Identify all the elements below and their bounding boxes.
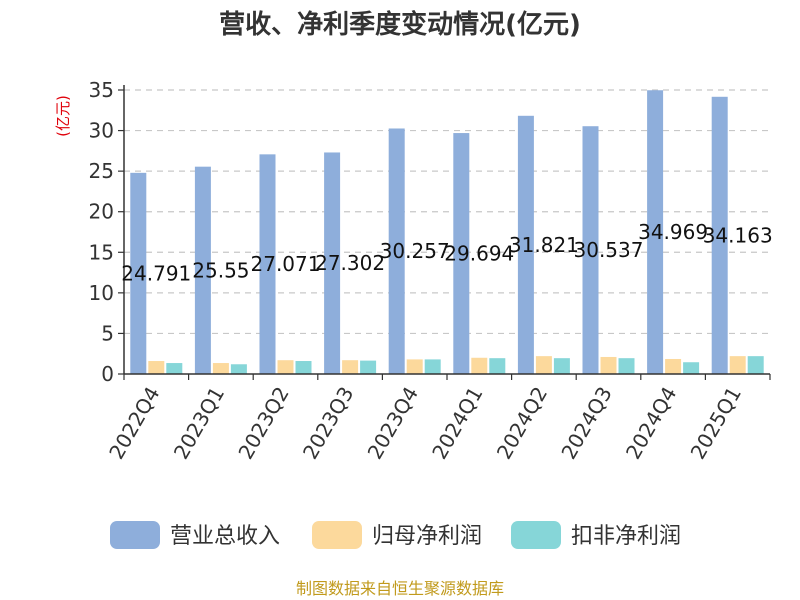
y-tick-label: 35 xyxy=(89,78,114,102)
bar xyxy=(360,360,377,374)
bar xyxy=(324,152,341,374)
legend-item[interactable]: 扣非净利润 xyxy=(511,521,681,549)
bar xyxy=(424,359,441,374)
y-tick-label: 25 xyxy=(89,159,114,183)
y-axis-ticks: 0 5 10 15 20 25 30 35 xyxy=(89,78,125,386)
data-label: 24.791 xyxy=(121,261,191,285)
x-tick-label: 2023Q4 xyxy=(363,383,423,464)
bar xyxy=(277,360,294,374)
legend-swatch xyxy=(511,521,561,549)
data-label: 31.821 xyxy=(509,233,579,257)
bar xyxy=(194,166,211,374)
source-note: 制图数据来自恒生聚源数据库 xyxy=(296,579,504,598)
y-tick-label: 10 xyxy=(89,281,114,305)
x-tick-label: 2025Q1 xyxy=(686,383,746,464)
bar xyxy=(582,126,599,375)
y-axis-unit-label: (亿元) xyxy=(54,95,72,137)
bar xyxy=(130,172,147,374)
bar xyxy=(517,115,534,374)
bar xyxy=(618,358,635,374)
x-tick-label: 2023Q3 xyxy=(298,383,358,464)
bar xyxy=(647,90,664,375)
legend-label: 扣非净利润 xyxy=(571,524,681,549)
x-tick-label: 2022Q4 xyxy=(104,383,164,464)
bar xyxy=(471,357,488,374)
bar xyxy=(388,128,405,374)
legend-label: 营业总收入 xyxy=(170,524,280,549)
y-tick-label: 0 xyxy=(101,362,114,386)
x-axis-ticks: 2022Q4 2023Q1 2023Q2 2023Q3 2023Q4 2024Q1 2024… xyxy=(104,383,746,464)
bar xyxy=(406,359,423,374)
bar xyxy=(148,361,165,374)
bar xyxy=(259,154,276,374)
x-tick-label: 2024Q3 xyxy=(556,383,616,464)
data-labels: 24.791 25.55 27.07127.30230.25729.69431.82… xyxy=(121,220,772,285)
bar xyxy=(535,356,552,374)
legend-swatch xyxy=(312,521,362,549)
legend[interactable]: 营业总收入 归母净利润 扣非净利润 xyxy=(110,521,681,549)
bar xyxy=(295,361,312,374)
bar xyxy=(212,363,229,374)
x-tick-label: 2024Q4 xyxy=(621,383,681,464)
y-tick-label: 20 xyxy=(89,200,114,224)
data-label: 34.163 xyxy=(703,223,773,247)
data-label: 30.537 xyxy=(574,238,644,262)
bar xyxy=(683,362,700,374)
y-tick-label: 30 xyxy=(89,119,114,143)
x-axis xyxy=(123,373,771,380)
data-label: 27.302 xyxy=(315,251,385,275)
y-tick-label: 5 xyxy=(101,321,114,345)
bars xyxy=(130,90,764,375)
legend-label: 归母净利润 xyxy=(372,524,482,549)
bar xyxy=(711,96,728,374)
bar xyxy=(665,358,682,374)
bar xyxy=(553,358,570,374)
bar xyxy=(489,358,506,374)
data-label: 27.071 xyxy=(251,252,321,276)
x-tick-label: 2024Q2 xyxy=(492,383,552,464)
bar xyxy=(230,364,247,374)
bar xyxy=(342,360,359,374)
legend-item[interactable]: 营业总收入 xyxy=(110,521,280,549)
data-label: 25.55 xyxy=(192,258,249,282)
x-tick-label: 2023Q2 xyxy=(233,383,293,464)
bar xyxy=(600,356,617,374)
data-label: 29.694 xyxy=(444,242,514,266)
bar xyxy=(166,363,183,374)
data-label: 30.257 xyxy=(380,239,450,263)
chart-title: 营收、净利季度变动情况(亿元) xyxy=(219,9,581,40)
y-tick-label: 15 xyxy=(89,240,114,264)
data-label: 34.969 xyxy=(638,220,708,244)
x-tick-label: 2024Q1 xyxy=(427,383,487,464)
x-tick-label: 2023Q1 xyxy=(169,383,229,464)
gridlines xyxy=(124,89,770,335)
bar xyxy=(747,356,764,374)
bar xyxy=(729,356,746,374)
legend-item[interactable]: 归母净利润 xyxy=(312,521,482,549)
legend-swatch xyxy=(110,521,160,549)
bar xyxy=(453,133,470,374)
